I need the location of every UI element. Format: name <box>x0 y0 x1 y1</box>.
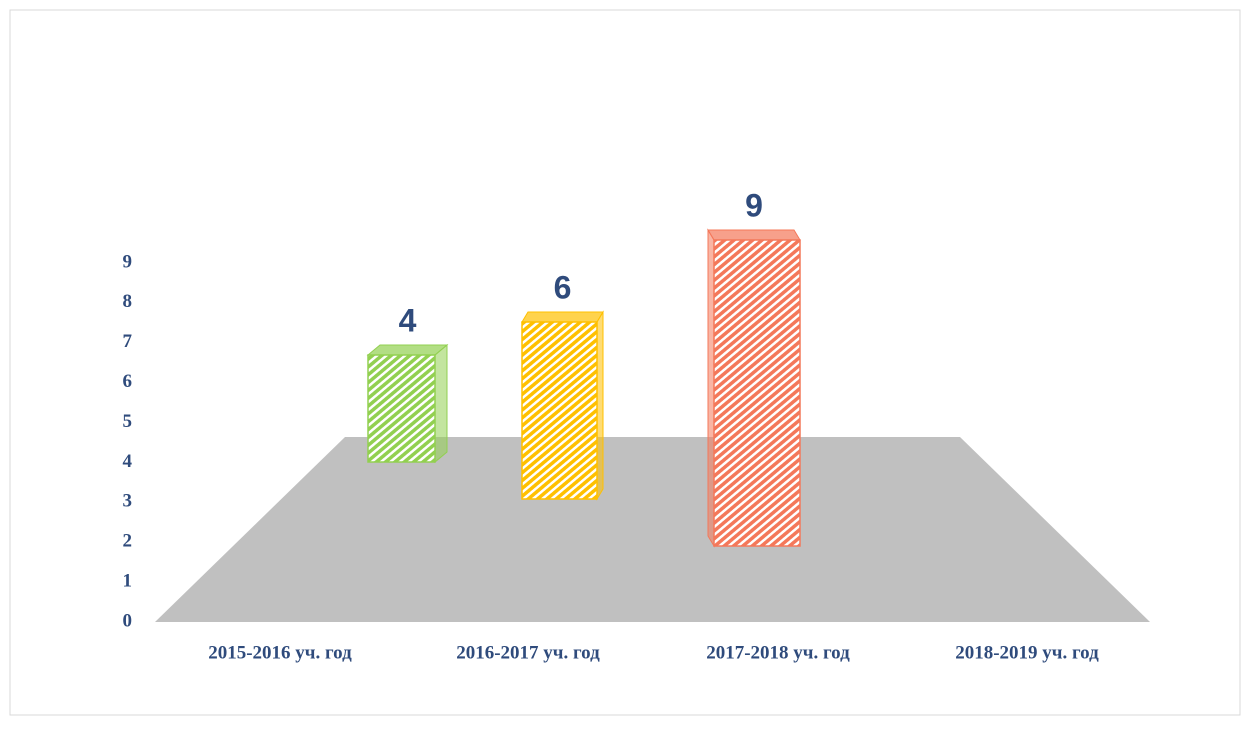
bar-top <box>707 229 801 241</box>
bar <box>367 354 436 463</box>
data-label: 4 <box>399 302 417 338</box>
bar-side <box>596 310 604 501</box>
y-tick-label: 9 <box>123 251 133 272</box>
frame <box>9 9 1241 716</box>
y-tick-label: 6 <box>123 371 133 392</box>
y-tick-label: 8 <box>123 291 133 312</box>
y-tick-label: 4 <box>123 451 133 472</box>
data-label: 9 <box>745 187 763 223</box>
bar <box>713 239 801 547</box>
bar <box>521 321 598 500</box>
bar-side <box>707 228 715 548</box>
bar-top <box>366 344 449 356</box>
data-label: 6 <box>554 269 572 305</box>
bar-top <box>521 311 604 323</box>
y-tick-label: 2 <box>123 531 133 552</box>
y-tick-label: 5 <box>123 411 133 432</box>
floor <box>155 437 1150 622</box>
x-tick-label: 2015-2016 уч. год <box>208 642 352 663</box>
y-tick-label: 3 <box>123 491 133 512</box>
y-tick-label: 7 <box>123 331 133 352</box>
x-tick-label: 2017-2018 уч. год <box>706 642 850 663</box>
bar-side <box>434 343 448 464</box>
y-tick-label: 0 <box>123 610 133 631</box>
y-tick-label: 1 <box>123 570 133 591</box>
x-tick-label: 2018-2019 уч. год <box>955 642 1099 663</box>
x-tick-label: 2016-2017 уч. год <box>456 642 600 663</box>
